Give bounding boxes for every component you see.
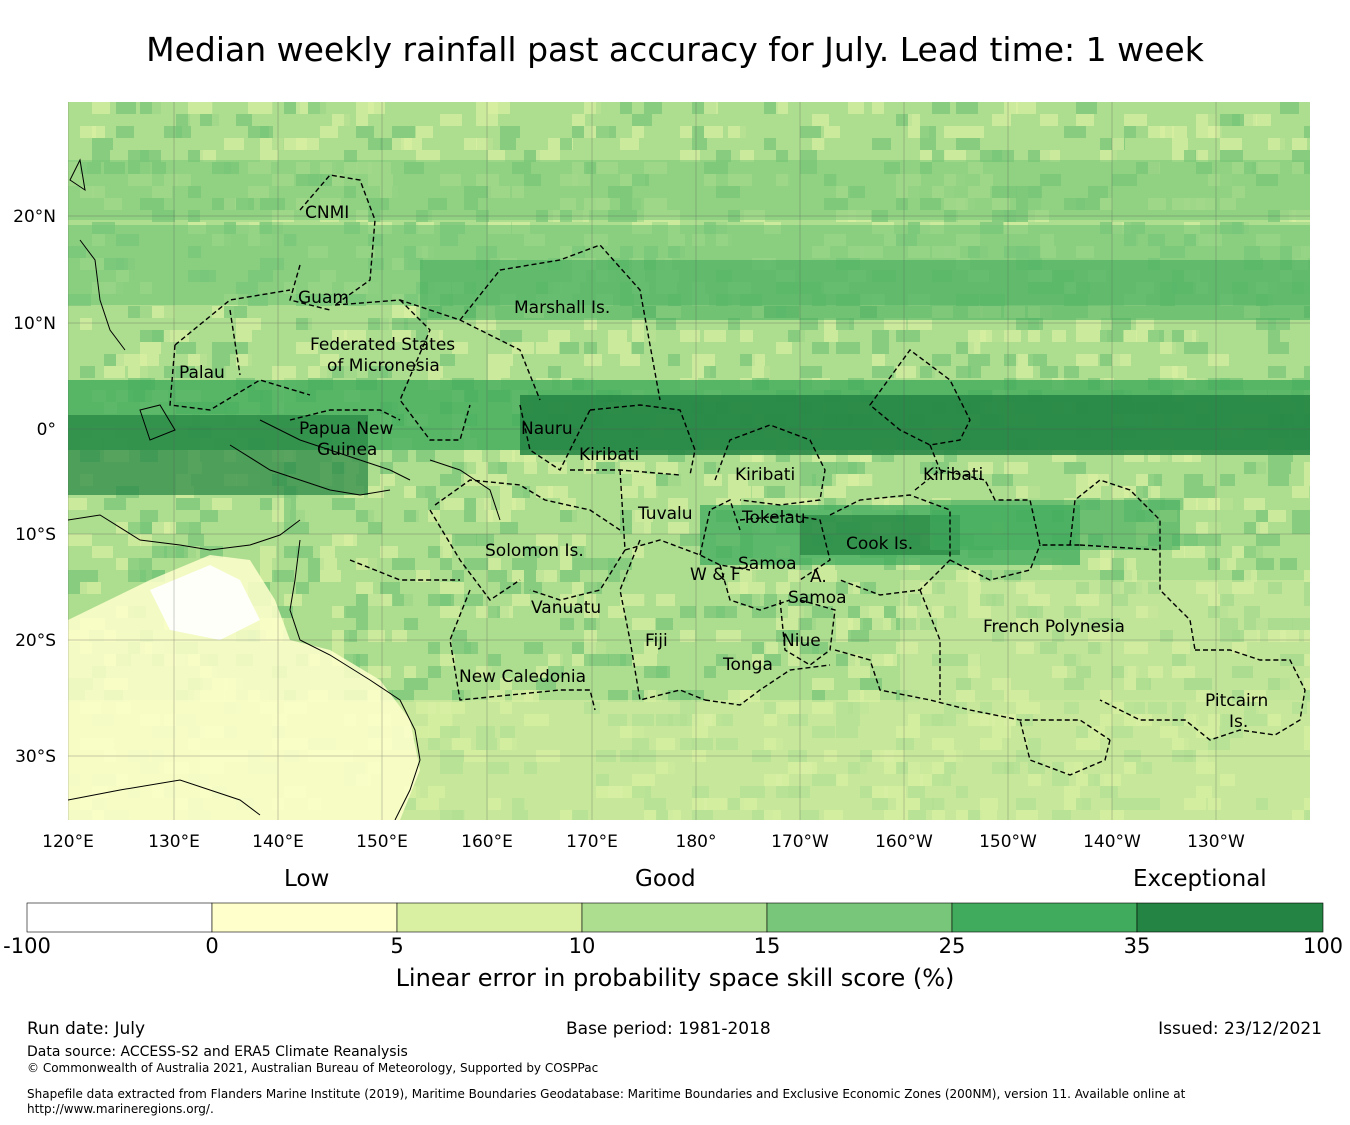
label-solomon-is: Solomon Is. (485, 541, 584, 561)
label-marshall-is: Marshall Is. (514, 298, 610, 318)
label-guam: Guam (298, 288, 349, 308)
colorbar-tick-label: 15 (753, 934, 781, 958)
colorbar-swatch (766, 902, 953, 933)
colorbar-tick-label: 5 (390, 934, 404, 958)
colorbar-tick-label: 25 (938, 934, 966, 958)
base-period: Base period: 1981-2018 (566, 1019, 771, 1039)
label-kiribati-central: Kiribati (735, 465, 795, 485)
label-niue: Niue (782, 631, 821, 651)
chart-title: Median weekly rainfall past accuracy for… (146, 30, 1204, 69)
label-cook-is: Cook Is. (846, 534, 913, 554)
label-wallis-futuna: W & F (690, 565, 741, 585)
label-png-line2: Guinea (317, 440, 377, 460)
label-am-samoa-line1: A. (810, 567, 827, 587)
lon-label: 180° (676, 832, 717, 852)
lon-label: 150°E (356, 832, 408, 852)
legend-word-exceptional: Exceptional (1133, 866, 1267, 892)
colorbar-swatch (1136, 902, 1324, 933)
label-pitcairn-line2: Is. (1229, 712, 1248, 732)
data-source: Data source: ACCESS-S2 and ERA5 Climate … (27, 1044, 408, 1060)
lat-label: 10°N (13, 314, 56, 334)
colorbar-swatch (26, 902, 213, 933)
label-tokelau: Tokelau (741, 508, 806, 528)
lon-label: 160°E (461, 832, 513, 852)
label-png-line1: Papua New (299, 419, 393, 439)
lon-label: 170°E (566, 832, 618, 852)
lon-label: 120°E (42, 832, 94, 852)
colorbar (26, 902, 1324, 933)
skill-field (68, 102, 1310, 820)
latitude-labels: 20°N 10°N 0° 10°S 20°S 30°S (13, 207, 56, 767)
label-tonga: Tonga (722, 655, 773, 675)
lon-label: 130°W (1187, 832, 1245, 852)
colorbar-label: Linear error in probability space skill … (395, 964, 955, 992)
label-palau: Palau (179, 363, 225, 383)
label-fiji: Fiji (645, 631, 668, 651)
lon-label: 140°E (252, 832, 304, 852)
lon-label: 170°W (771, 832, 829, 852)
lat-label: 30°S (15, 747, 56, 767)
lat-label: 0° (37, 420, 56, 440)
label-kiribati-east: Kiribati (923, 465, 983, 485)
lon-label: 150°W (979, 832, 1037, 852)
lat-label: 20°N (13, 207, 56, 227)
label-vanuatu: Vanuatu (531, 598, 601, 618)
shapefile-credit: Shapefile data extracted from Flanders M… (27, 1087, 1186, 1116)
rainfall-skill-map: CNMI Guam Marshall Is. Federated States … (13, 102, 1310, 852)
longitude-labels: 120°E 130°E 140°E 150°E 160°E 170°E 180° 170°W 1… (42, 832, 1245, 852)
lon-label: 130°E (148, 832, 200, 852)
issued-date: Issued: 23/12/2021 (1158, 1019, 1322, 1039)
label-am-samoa-line2: Samoa (788, 588, 847, 608)
colorbar-tick-label: 0 (205, 934, 219, 958)
lon-label: 140°W (1083, 832, 1141, 852)
legend-word-low: Low (284, 866, 330, 892)
label-new-caledonia: New Caledonia (459, 667, 586, 687)
label-nauru: Nauru (521, 419, 573, 439)
label-fsm-line2: of Micronesia (327, 356, 440, 376)
colorbar-tick-label: -100 (3, 934, 51, 958)
lon-label: 160°W (875, 832, 933, 852)
lat-label: 10°S (15, 525, 56, 545)
colorbar-swatch (951, 902, 1138, 933)
label-fsm-line1: Federated States (310, 335, 455, 355)
label-cnmi: CNMI (305, 203, 349, 223)
legend-word-good: Good (635, 866, 696, 892)
colorbar-tick-label: 100 (1302, 934, 1344, 958)
label-pitcairn-line1: Pitcairn (1205, 691, 1268, 711)
colorbar-swatch (396, 902, 583, 933)
label-kiribati-west: Kiribati (579, 445, 639, 465)
colorbar-swatch (581, 902, 768, 933)
region-labels: CNMI Guam Marshall Is. Federated States … (179, 203, 1268, 732)
label-french-polynesia: French Polynesia (983, 617, 1125, 637)
colorbar-swatch (211, 902, 398, 933)
copyright: © Commonwealth of Australia 2021, Austra… (27, 1061, 599, 1075)
label-samoa: Samoa (738, 554, 797, 574)
run-date: Run date: July (27, 1019, 146, 1039)
colorbar-tick-label: 10 (568, 934, 596, 958)
colorbar-tick-label: 35 (1123, 934, 1151, 958)
label-tuvalu: Tuvalu (637, 504, 693, 524)
lat-label: 20°S (15, 631, 56, 651)
